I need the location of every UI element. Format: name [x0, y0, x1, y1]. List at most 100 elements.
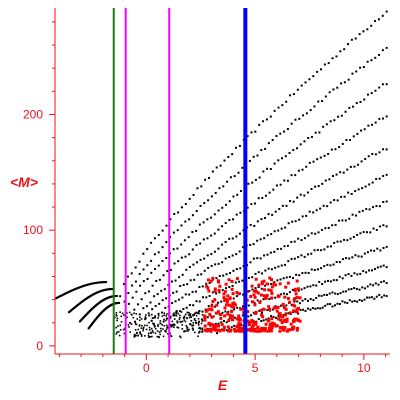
data-point: [222, 328, 226, 332]
data-point: [298, 274, 301, 277]
data-point: [314, 307, 317, 310]
data-point: [223, 314, 227, 318]
data-point: [359, 232, 362, 235]
data-point: [239, 211, 242, 214]
data-point: [273, 162, 276, 165]
data-point: [257, 197, 260, 200]
data-point: [206, 286, 210, 290]
x-tick-label: 5: [252, 361, 259, 375]
data-point: [227, 319, 231, 323]
data-point: [359, 66, 362, 69]
data-point: [223, 298, 227, 302]
data-point: [232, 218, 235, 221]
data-point: [331, 57, 334, 60]
data-point: [285, 304, 288, 307]
data-point: [309, 285, 312, 288]
data-point: [348, 257, 351, 260]
data-point: [228, 297, 232, 301]
data-point: [192, 304, 195, 307]
data-point: [195, 209, 198, 212]
data-point: [156, 293, 159, 296]
data-point: [265, 318, 268, 321]
data-point: [256, 257, 259, 260]
data-point: [189, 315, 192, 317]
data-point: [145, 328, 148, 331]
data-point: [326, 245, 329, 248]
data-point: [165, 241, 168, 244]
data-point: [188, 266, 191, 269]
data-point: [254, 290, 258, 294]
data-point: [267, 307, 271, 311]
data-point: [340, 195, 343, 198]
data-point: [204, 178, 207, 181]
data-point: [145, 317, 147, 319]
data-point: [335, 261, 338, 264]
data-point: [165, 297, 168, 300]
data-point: [283, 130, 286, 133]
data-point: [263, 288, 267, 292]
data-point: [276, 247, 279, 250]
data-point: [307, 271, 310, 274]
data-point: [183, 315, 186, 318]
data-point: [213, 232, 216, 235]
data-point: [208, 294, 211, 297]
data-point: [135, 323, 138, 326]
data-point: [289, 200, 292, 203]
data-point: [278, 282, 282, 286]
data-point: [358, 298, 361, 301]
data-point: [185, 317, 188, 320]
data-point: [180, 206, 183, 209]
data-point: [259, 257, 262, 260]
data-point: [314, 185, 317, 188]
data-point: [343, 195, 346, 198]
data-point: [192, 193, 195, 196]
data-point: [249, 261, 252, 264]
data-point: [173, 312, 175, 314]
data-point: [300, 239, 303, 242]
data-point: [318, 131, 321, 134]
data-point: [249, 294, 253, 298]
data-point: [320, 249, 323, 252]
data-point: [288, 311, 292, 315]
data-point: [226, 329, 230, 333]
data-point: [153, 324, 155, 326]
data-point: [142, 326, 145, 329]
data-point: [260, 282, 264, 286]
data-point: [249, 223, 252, 226]
data-point: [160, 330, 162, 332]
data-point: [142, 327, 145, 330]
data-point: [285, 100, 288, 103]
data-point: [347, 288, 350, 291]
data-point: [378, 117, 381, 120]
vertical-marker-lines: [112, 8, 248, 354]
data-point: [113, 316, 116, 319]
data-point: [151, 308, 154, 311]
data-point: [222, 292, 226, 296]
data-point: [101, 281, 104, 284]
data-point: [136, 303, 139, 306]
data-point: [272, 315, 275, 318]
data-point: [275, 309, 279, 313]
data-point: [359, 272, 362, 275]
data-point: [336, 293, 339, 296]
data-point: [137, 334, 139, 337]
data-point: [353, 287, 356, 290]
data-point: [375, 295, 378, 298]
data-point: [194, 290, 197, 293]
data-point: [151, 317, 154, 319]
data-point: [176, 320, 178, 323]
data-point: [320, 294, 323, 297]
data-point: [196, 261, 199, 264]
data-point: [178, 318, 181, 321]
data-point: [92, 282, 95, 285]
data-point: [270, 278, 274, 282]
data-point: [327, 153, 330, 156]
data-point: [293, 240, 296, 243]
data-point: [119, 311, 121, 313]
data-point: [198, 223, 201, 226]
data-point: [141, 324, 143, 327]
data-point: [138, 324, 141, 326]
data-point: [306, 253, 309, 256]
data-point: [68, 290, 71, 293]
data-point: [382, 264, 385, 267]
